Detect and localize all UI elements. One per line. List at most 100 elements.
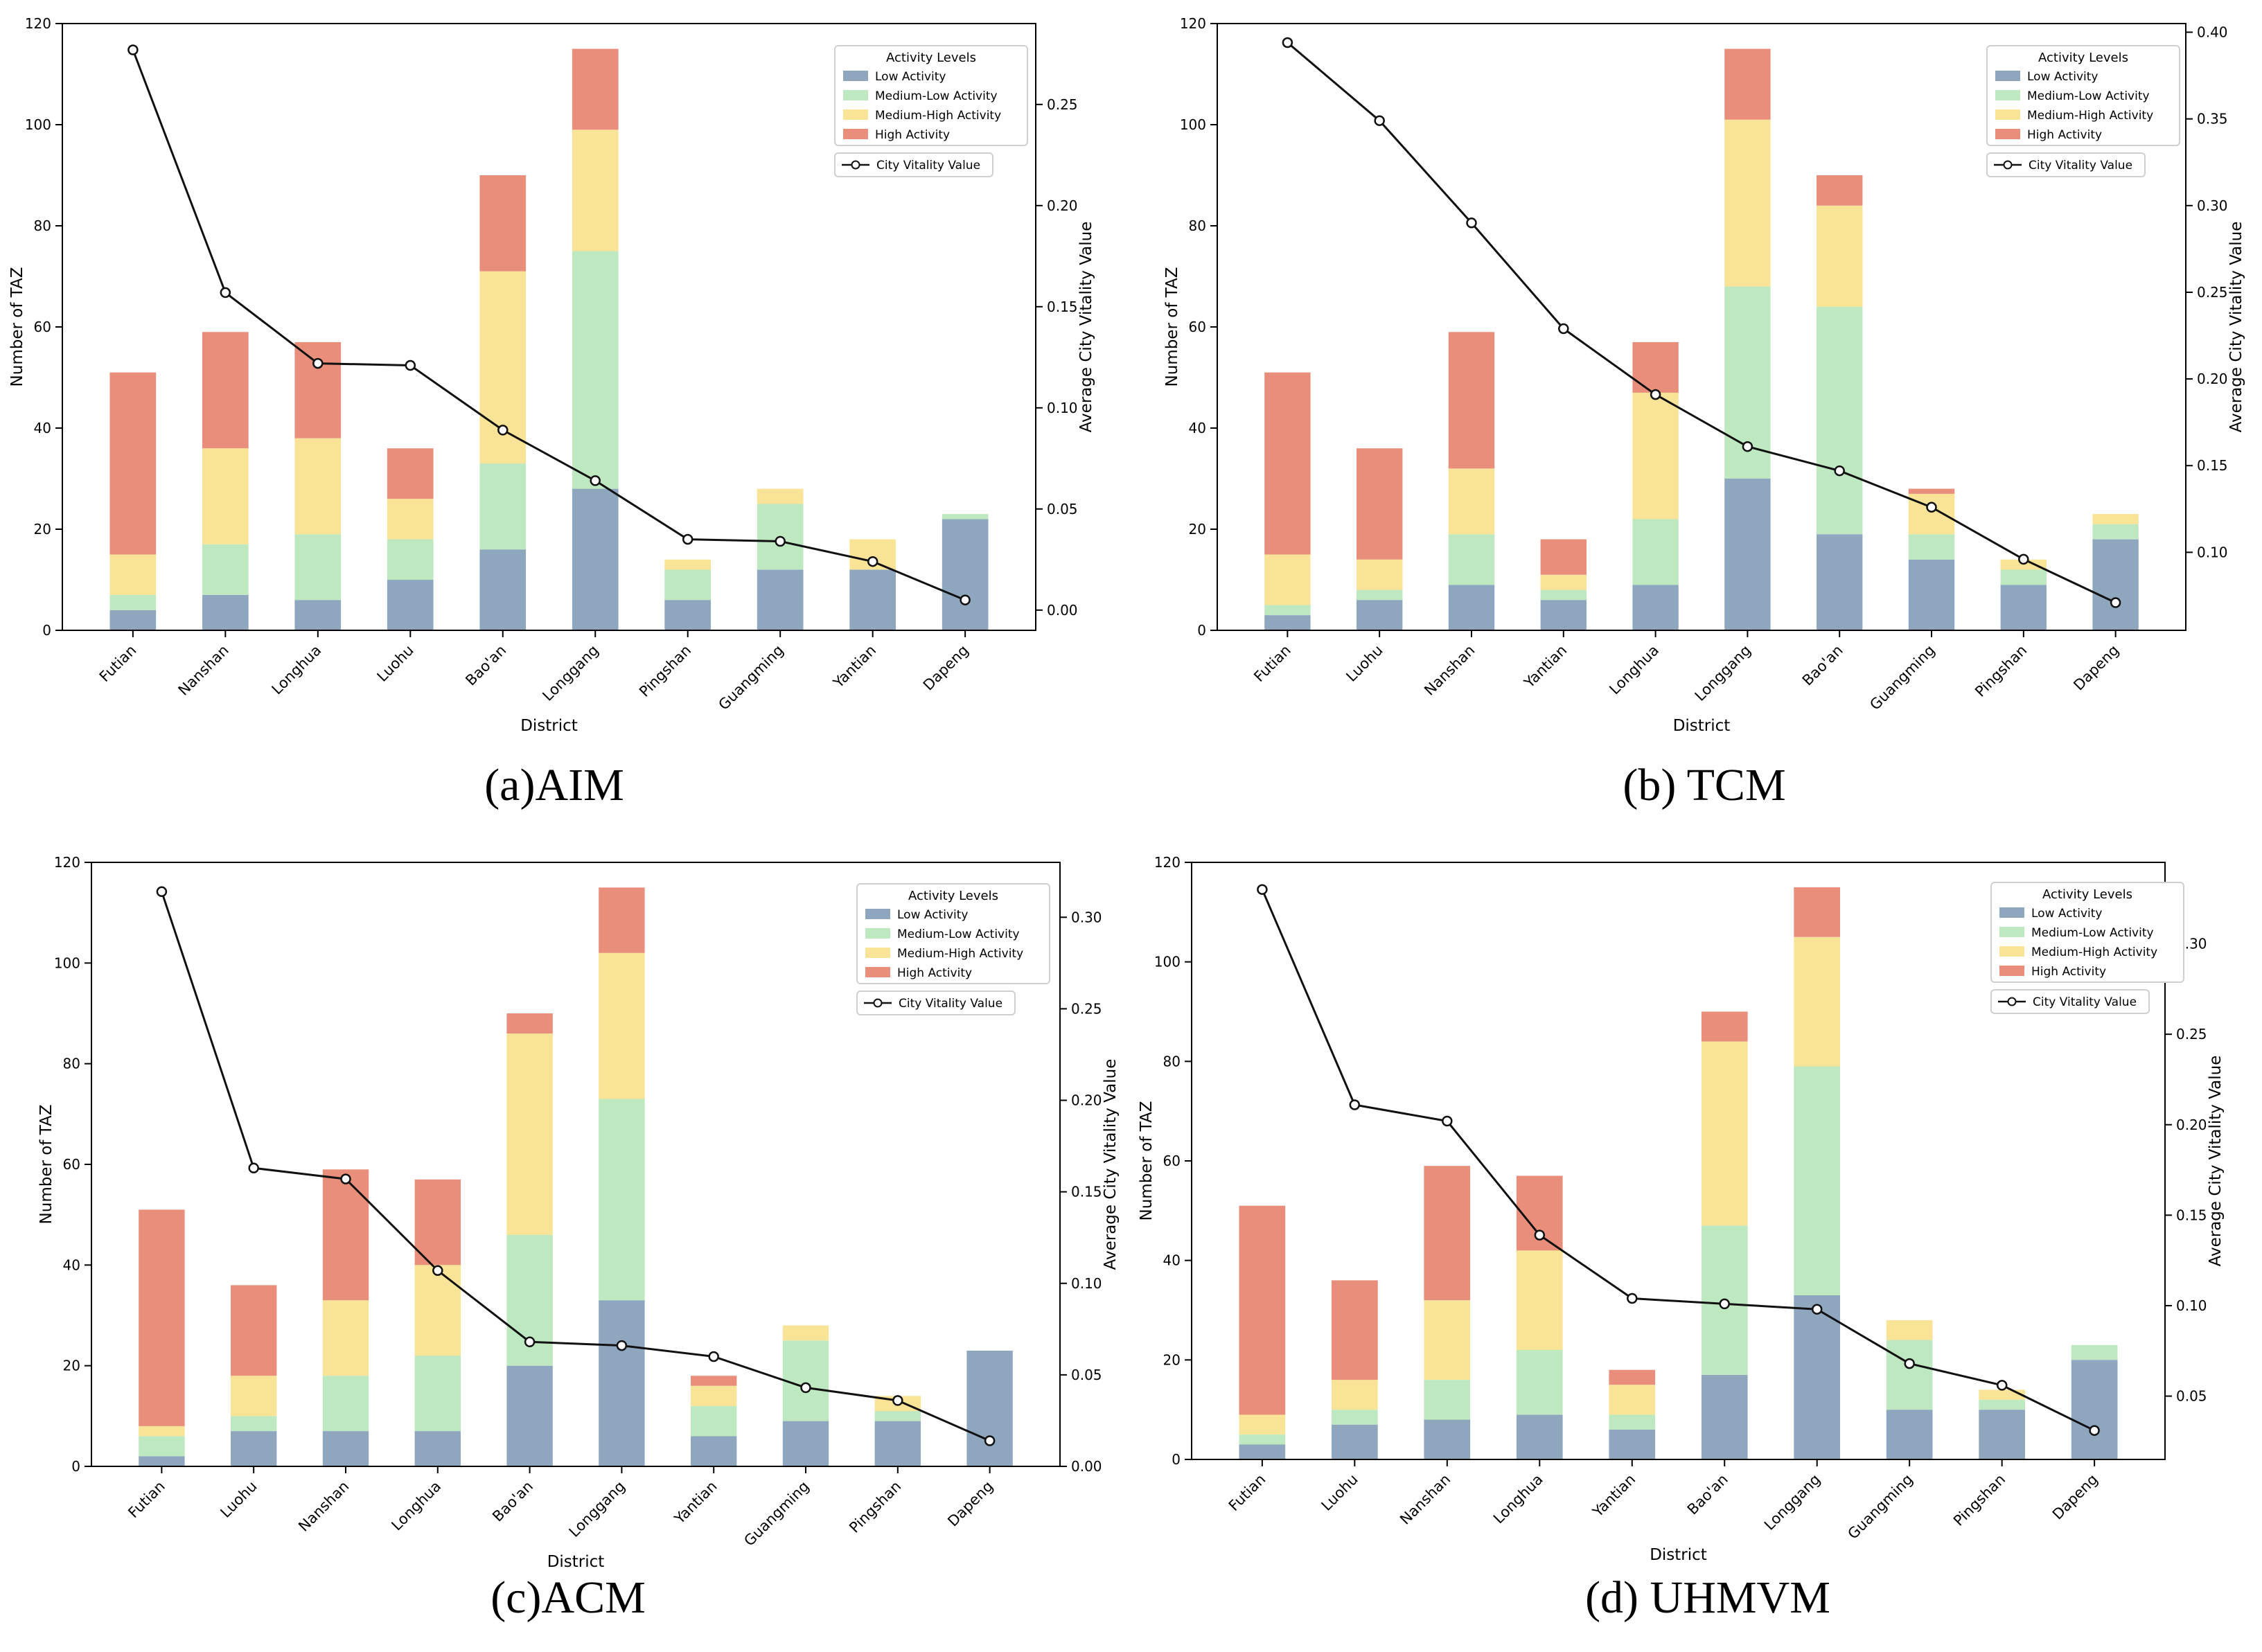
y-tick-label: 40 [34, 420, 51, 436]
bar-segment [782, 1421, 829, 1466]
bar-segment [1794, 887, 1840, 937]
bar-segment [109, 554, 157, 595]
y-tick-label: 100 [1180, 116, 1206, 133]
legend-swatch [865, 928, 890, 939]
bar-segment [1448, 332, 1495, 469]
legend-swatch [1999, 907, 2024, 918]
y-tick-label: 40 [63, 1256, 80, 1273]
bar-segment [849, 569, 896, 630]
y-tick-label: 60 [1163, 1153, 1181, 1169]
y2-tick-label: 0.15 [1047, 299, 1078, 315]
legend-swatch [1995, 90, 2020, 100]
vitality-point [1904, 1358, 1915, 1369]
y2-tick-label: 0.35 [2197, 111, 2228, 127]
legend-line-label: City Vitality Value [2033, 995, 2137, 1009]
bar-segment [2071, 1360, 2118, 1459]
bar-segment [664, 559, 711, 570]
bar-segment [479, 175, 527, 272]
bar-segment [1448, 534, 1495, 585]
bar-segment [757, 569, 804, 630]
bar-segment [1516, 1250, 1563, 1350]
bar-segment [572, 130, 619, 251]
vitality-point [1996, 1380, 2008, 1391]
legend-item-label: Low Activity [2031, 907, 2102, 921]
bar-segment [1886, 1410, 1933, 1459]
bar-segment [572, 488, 619, 630]
legend-swatch [1995, 109, 2020, 120]
legend-item-label: High Activity [2027, 128, 2102, 142]
vitality-point [1926, 501, 1937, 513]
vitality-point [984, 1435, 996, 1446]
y-tick-label: 40 [1189, 420, 1206, 436]
y2-axis-label: Average City Vitality Value [2227, 222, 2245, 433]
bar-segment [139, 1456, 185, 1466]
bar-segment [1908, 488, 1955, 494]
bar-segment [1701, 1374, 1748, 1459]
vitality-point [1257, 884, 1268, 895]
legend-swatch [1995, 129, 2020, 139]
vitality-point [892, 1395, 903, 1406]
panel-caption: (b) TCM [1623, 760, 1785, 810]
bar-segment [1448, 585, 1495, 630]
bar-segment [294, 438, 342, 535]
bar-segment [109, 372, 157, 555]
y-tick-label: 20 [34, 521, 51, 538]
legend-line-box [1986, 152, 2146, 177]
bar-segment [1632, 585, 1679, 630]
vitality-point [1349, 1099, 1361, 1110]
bar-segment [1701, 1011, 1748, 1042]
y-tick-label: 100 [54, 954, 80, 971]
bar-segment [1794, 936, 1840, 1067]
legend-item-label: Medium-High Activity [875, 109, 1001, 123]
bar-segment [506, 1365, 553, 1466]
vitality-point [1811, 1304, 1823, 1315]
bar-segment [2000, 569, 2047, 585]
bar-segment [1609, 1429, 1656, 1459]
bar-segment [1979, 1389, 2025, 1400]
legend-title: Activity Levels [2042, 887, 2132, 902]
bar-segment [1724, 479, 1771, 630]
y-tick-label: 20 [63, 1358, 80, 1374]
bar-segment [1424, 1419, 1471, 1459]
bar-segment [1516, 1414, 1563, 1459]
bar-segment [1609, 1369, 1656, 1385]
y-axis-label: Number of TAZ [1163, 267, 1181, 387]
bar-segment [599, 1300, 645, 1466]
bar-segment [942, 514, 989, 519]
y-tick-label: 60 [34, 319, 51, 335]
y-tick-label: 100 [1154, 954, 1181, 970]
y-tick-label: 20 [1189, 521, 1206, 538]
bar-segment [691, 1405, 737, 1437]
vitality-point [682, 533, 693, 545]
legend-item-label: Low Activity [2027, 70, 2098, 84]
bar-segment [1332, 1410, 1378, 1425]
y2-tick-label: 0.25 [2197, 284, 2228, 301]
legend-title: Activity Levels [2038, 51, 2128, 65]
legend-swatch [865, 948, 890, 958]
vitality-point [1558, 323, 1569, 335]
bar-segment [2092, 524, 2139, 540]
legend-item-label: Medium-High Activity [2027, 109, 2153, 123]
y2-tick-label: 0.30 [2197, 197, 2228, 214]
bar-segment [506, 1013, 553, 1034]
x-axis-label: District [1673, 717, 1731, 735]
bar-segment [1264, 554, 1311, 605]
bar-segment [109, 610, 157, 630]
legend-item-label: Medium-Low Activity [897, 927, 1020, 941]
bar-segment [1424, 1380, 1471, 1420]
legend-item-label: High Activity [875, 128, 950, 142]
bar-segment [506, 1033, 553, 1235]
y2-tick-label: 0.15 [2176, 1207, 2207, 1223]
bar-segment [1540, 589, 1587, 601]
y2-axis-label: Average City Vitality Value [1102, 1059, 1120, 1270]
bar-segment [202, 332, 249, 449]
bar-segment [1632, 519, 1679, 585]
bar-segment [2071, 1344, 2118, 1360]
bar-segment [691, 1376, 737, 1386]
vitality-point [1282, 37, 1293, 48]
y2-tick-label: 0.05 [2176, 1388, 2207, 1405]
bar-segment [942, 519, 989, 630]
vitality-point [497, 425, 509, 436]
bar-segment [1239, 1435, 1286, 1445]
bar-segment [322, 1300, 369, 1376]
